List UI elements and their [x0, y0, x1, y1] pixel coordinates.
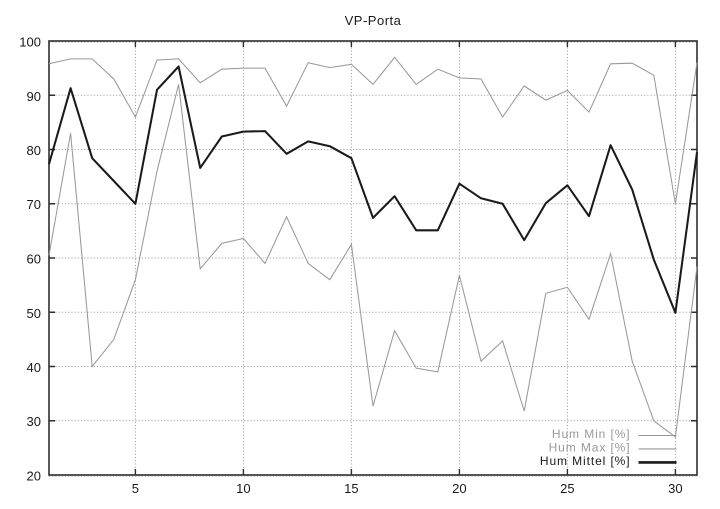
svg-text:15: 15: [344, 481, 358, 496]
svg-text:60: 60: [27, 252, 41, 267]
svg-text:VP-Porta: VP-Porta: [345, 13, 402, 28]
svg-text:Hum Mittel [%]: Hum Mittel [%]: [540, 454, 631, 468]
svg-text:10: 10: [236, 481, 250, 496]
svg-text:5: 5: [132, 481, 139, 496]
svg-text:20: 20: [452, 481, 466, 496]
svg-text:Hum Min [%]: Hum Min [%]: [552, 427, 631, 441]
svg-text:100: 100: [19, 35, 41, 50]
svg-text:Hum Max [%]: Hum Max [%]: [549, 441, 631, 455]
svg-text:30: 30: [668, 481, 682, 496]
svg-text:20: 20: [27, 469, 41, 484]
svg-text:25: 25: [560, 481, 574, 496]
svg-text:50: 50: [27, 306, 41, 321]
svg-text:30: 30: [27, 414, 41, 429]
svg-text:40: 40: [27, 360, 41, 375]
svg-text:80: 80: [27, 143, 41, 158]
svg-text:90: 90: [27, 89, 41, 104]
svg-text:70: 70: [27, 197, 41, 212]
